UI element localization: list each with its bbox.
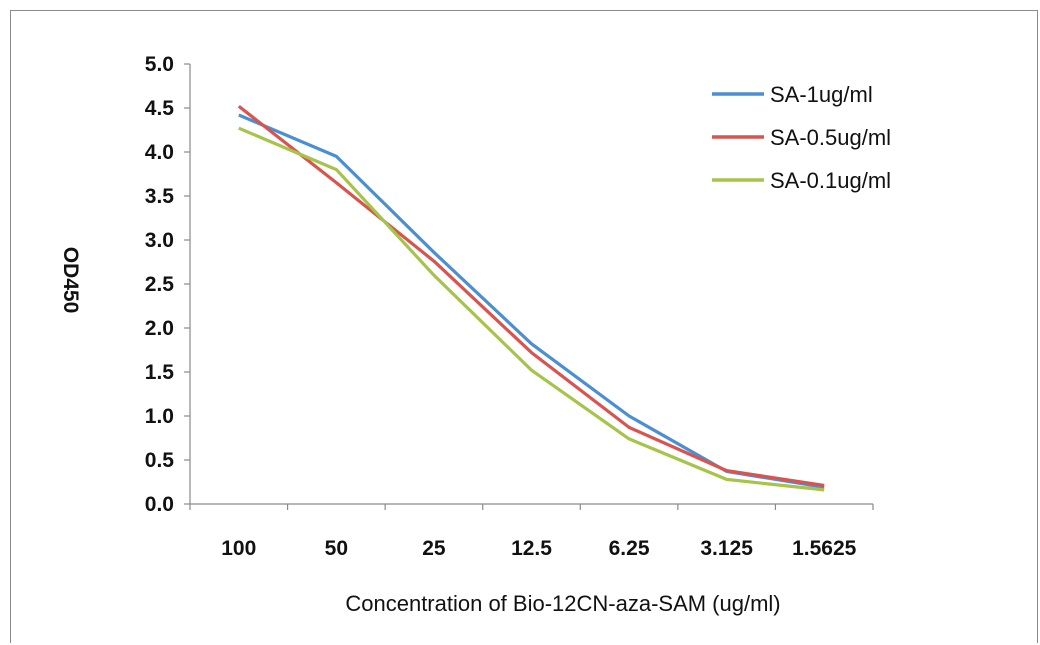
x-tick-label: 3.125 (700, 537, 753, 560)
x-tick-label: 1.5625 (792, 537, 857, 560)
chart-frame (10, 10, 1038, 643)
axes (184, 63, 874, 510)
legend: SA-1ug/ml SA-0.5ug/ml SA-0.1ug/ml (712, 82, 891, 193)
y-tick-label: 1.0 (145, 405, 174, 428)
legend-label: SA-0.1ug/ml (770, 168, 891, 193)
y-tick-label: 0.0 (145, 493, 174, 516)
y-tick-label: 4.5 (145, 97, 175, 120)
legend-label: SA-0.5ug/ml (770, 125, 891, 150)
y-axis-title: OD450 (59, 247, 82, 314)
legend-label: SA-1ug/ml (770, 82, 873, 107)
y-tick-label: 0.5 (145, 449, 175, 472)
y-tick-label: 3.0 (145, 229, 174, 252)
x-tick-label: 6.25 (609, 537, 650, 560)
series-line (238, 126, 825, 492)
x-tick-label: 12.5 (511, 537, 552, 560)
x-tick-label: 25 (422, 537, 446, 560)
y-tick-label: 2.0 (145, 317, 174, 340)
x-tick-label: 50 (325, 537, 348, 560)
tick-labels: 0.0 0.5 1.0 1.5 2.0 2.5 3.0 3.5 4.0 4.5 5.0 100 50 25… (145, 53, 857, 560)
series-line (238, 113, 825, 489)
y-tick-label: 2.5 (145, 273, 175, 296)
series-line (237, 104, 825, 488)
x-axis-title: Concentration of Bio-12CN-aza-SAM (ug/ml… (345, 591, 780, 616)
series-lines (237, 104, 825, 492)
x-tick-label: 100 (221, 537, 256, 560)
y-tick-label: 4.0 (145, 141, 174, 164)
y-tick-label: 5.0 (145, 53, 174, 76)
y-tick-label: 3.5 (145, 185, 175, 208)
y-tick-label: 1.5 (145, 361, 175, 384)
